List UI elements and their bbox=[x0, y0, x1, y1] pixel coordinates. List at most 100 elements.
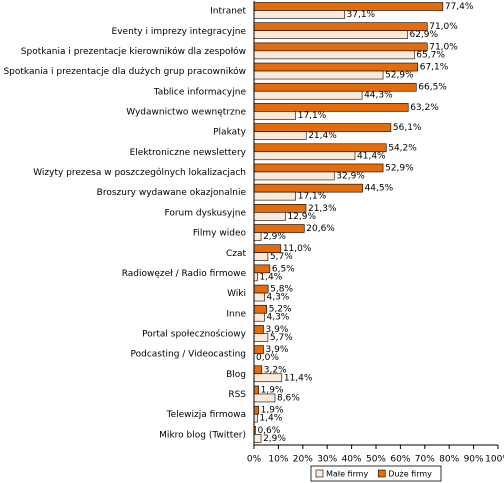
value-label: 5,2% bbox=[269, 305, 292, 315]
value-label: 1,9% bbox=[261, 385, 284, 395]
value-label: 3,9% bbox=[266, 345, 289, 355]
x-tick-label: 50% bbox=[366, 455, 386, 465]
value-label: 1,4% bbox=[259, 414, 282, 424]
x-tick-label: 10% bbox=[268, 455, 288, 465]
value-label: 54,2% bbox=[388, 143, 417, 153]
value-label: 1,4% bbox=[259, 272, 282, 282]
category-label: Filmy wideo bbox=[193, 229, 247, 239]
category-label: Portal społecznościowy bbox=[142, 329, 247, 340]
value-label: 11,0% bbox=[283, 244, 312, 254]
x-tick-label: 20% bbox=[293, 455, 313, 465]
value-label: 2,9% bbox=[263, 232, 286, 242]
x-tick-label: 70% bbox=[415, 455, 435, 465]
bar bbox=[253, 252, 269, 261]
category-label: Mikro blog (Twitter) bbox=[159, 430, 246, 440]
bar bbox=[253, 365, 263, 375]
value-label: 71,0% bbox=[429, 42, 458, 52]
bar bbox=[253, 405, 259, 415]
x-tick-label: 30% bbox=[317, 455, 337, 465]
value-label: 5,8% bbox=[270, 285, 293, 295]
value-label: 21,3% bbox=[308, 204, 337, 214]
bar bbox=[253, 30, 408, 39]
category-label: Plakaty bbox=[213, 128, 247, 138]
value-label: 44,5% bbox=[365, 184, 394, 194]
value-label: 52,9% bbox=[385, 163, 414, 173]
value-label: 1,9% bbox=[261, 406, 284, 416]
value-label: 4,3% bbox=[266, 313, 289, 323]
legend-swatch bbox=[377, 469, 386, 478]
value-label: 11,4% bbox=[284, 373, 313, 383]
bar bbox=[253, 292, 265, 302]
value-label: 5,7% bbox=[270, 252, 293, 262]
bar bbox=[253, 373, 283, 383]
value-label: 67,1% bbox=[420, 63, 449, 73]
bar bbox=[253, 191, 297, 201]
value-label: 2,9% bbox=[263, 434, 286, 444]
category-label: Wydawnictwo wewnętrzne bbox=[126, 108, 246, 118]
bar bbox=[253, 103, 409, 112]
value-label: 5,7% bbox=[270, 333, 293, 343]
x-tick-label: 90% bbox=[464, 455, 484, 465]
category-label: Intranet bbox=[210, 7, 246, 17]
category-label: Radiowęzeł / Radio firmowe bbox=[122, 269, 247, 279]
category-label: Inne bbox=[226, 309, 246, 319]
value-label: 56,1% bbox=[393, 123, 422, 133]
bar bbox=[253, 70, 384, 80]
bar bbox=[253, 385, 259, 395]
value-label: 3,9% bbox=[266, 325, 289, 335]
value-label: 0,6% bbox=[257, 426, 280, 436]
category-label: Broszury wydawane okazjonalnie bbox=[97, 188, 247, 198]
value-label: 44,3% bbox=[364, 91, 393, 101]
bar bbox=[253, 312, 265, 322]
bar bbox=[253, 325, 264, 334]
category-label: Blog bbox=[226, 370, 246, 380]
x-tick-label: 100% bbox=[485, 455, 504, 465]
value-label: 6,5% bbox=[272, 264, 295, 274]
legend-box bbox=[310, 465, 442, 482]
category-label: Eventy i imprezy integracyjne bbox=[112, 27, 247, 37]
bar bbox=[253, 50, 415, 60]
value-label: 66,5% bbox=[418, 83, 447, 93]
value-label: 41,4% bbox=[357, 151, 386, 161]
value-label: 77,4% bbox=[445, 2, 474, 12]
category-label: Wiki bbox=[227, 289, 246, 299]
value-label: 20,6% bbox=[306, 224, 335, 234]
value-label: 17,1% bbox=[298, 192, 327, 202]
bar bbox=[253, 232, 262, 241]
category-label: Spotkania i prezentacje dla dużych grup … bbox=[3, 66, 246, 77]
x-tick-label: 40% bbox=[342, 455, 362, 465]
value-label: 71,0% bbox=[429, 22, 458, 32]
bar bbox=[253, 151, 356, 161]
value-label: 37,1% bbox=[347, 10, 376, 20]
bar bbox=[253, 304, 267, 314]
category-label: Forum dyskusyjne bbox=[164, 208, 246, 218]
bar bbox=[253, 333, 269, 342]
category-label: Podcasting / Videocasting bbox=[131, 350, 247, 360]
value-label: 65,7% bbox=[416, 50, 445, 60]
bar bbox=[253, 10, 345, 19]
legend-swatch bbox=[315, 469, 324, 478]
value-label: 0,0% bbox=[256, 353, 279, 363]
category-label: Czat bbox=[226, 249, 247, 259]
value-label: 21,4% bbox=[308, 131, 337, 141]
value-label: 8,6% bbox=[277, 393, 300, 403]
category-label: Wizyty prezesa w poszczególnych lokaliza… bbox=[33, 167, 246, 178]
category-label: Tablice informacyjne bbox=[153, 87, 247, 97]
bar bbox=[253, 42, 428, 52]
legend-label: Małe firmy bbox=[326, 470, 369, 479]
x-tick-label: 60% bbox=[390, 455, 410, 465]
value-label: 12,9% bbox=[287, 212, 316, 222]
bar bbox=[253, 393, 276, 403]
value-label: 3,2% bbox=[264, 365, 287, 375]
category-label: Elektroniczne newslettery bbox=[130, 148, 247, 158]
value-label: 63,2% bbox=[410, 103, 439, 113]
bar bbox=[253, 111, 297, 120]
value-label: 62,9% bbox=[409, 30, 438, 40]
bar bbox=[253, 90, 363, 100]
value-label: 4,3% bbox=[266, 293, 289, 303]
bar bbox=[253, 272, 258, 282]
x-tick-label: 0% bbox=[247, 455, 262, 465]
bar bbox=[253, 131, 307, 140]
legend-label: Duże firmy bbox=[388, 470, 432, 479]
bar bbox=[253, 171, 335, 181]
